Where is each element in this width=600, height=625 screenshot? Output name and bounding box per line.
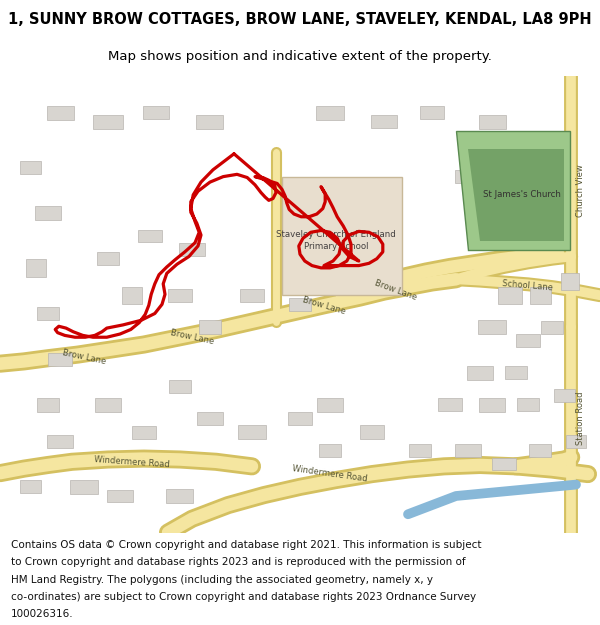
Bar xyxy=(95,398,121,412)
Bar xyxy=(498,287,522,304)
Bar xyxy=(541,321,563,334)
Text: Station Road: Station Road xyxy=(576,392,586,445)
Text: Map shows position and indicative extent of the property.: Map shows position and indicative extent… xyxy=(108,50,492,63)
Text: Brow Lane: Brow Lane xyxy=(301,295,347,316)
Bar xyxy=(438,398,462,411)
Text: 100026316.: 100026316. xyxy=(11,609,73,619)
Bar xyxy=(37,398,59,412)
Bar xyxy=(166,489,193,503)
Bar xyxy=(240,289,264,302)
Bar xyxy=(138,229,162,242)
Bar xyxy=(420,106,444,119)
Text: co-ordinates) are subject to Crown copyright and database rights 2023 Ordnance S: co-ordinates) are subject to Crown copyr… xyxy=(11,592,476,602)
Bar xyxy=(516,207,540,219)
Bar xyxy=(317,398,343,412)
Bar xyxy=(505,366,527,379)
Bar xyxy=(47,435,73,447)
Bar xyxy=(37,307,59,320)
Text: Brow Lane: Brow Lane xyxy=(374,278,418,302)
Bar xyxy=(561,273,579,290)
Bar xyxy=(467,366,493,379)
Bar xyxy=(479,398,505,412)
Bar xyxy=(316,106,344,119)
Bar xyxy=(492,458,516,471)
Bar xyxy=(19,481,41,493)
Bar xyxy=(199,321,221,334)
Bar xyxy=(554,389,575,402)
Text: Contains OS data © Crown copyright and database right 2021. This information is : Contains OS data © Crown copyright and d… xyxy=(11,540,481,550)
Bar xyxy=(479,115,505,129)
Text: Staveley Church of England
Primary School: Staveley Church of England Primary Schoo… xyxy=(276,230,396,251)
Bar xyxy=(409,444,431,457)
Text: Brow Lane: Brow Lane xyxy=(61,348,107,366)
Text: School Lane: School Lane xyxy=(502,279,554,293)
Bar xyxy=(455,444,481,458)
Bar xyxy=(197,412,223,425)
Bar xyxy=(93,114,123,129)
Bar xyxy=(282,177,402,295)
Bar xyxy=(132,426,156,439)
Bar xyxy=(179,242,205,256)
Bar xyxy=(516,334,540,348)
Bar xyxy=(238,425,266,439)
Text: HM Land Registry. The polygons (including the associated geometry, namely x, y: HM Land Registry. The polygons (includin… xyxy=(11,574,433,584)
Bar xyxy=(97,253,119,265)
Polygon shape xyxy=(468,149,564,241)
Bar xyxy=(48,352,72,366)
Bar xyxy=(168,289,192,302)
Text: to Crown copyright and database rights 2023 and is reproduced with the permissio: to Crown copyright and database rights 2… xyxy=(11,558,466,568)
Text: Windermere Road: Windermere Road xyxy=(94,454,170,469)
Text: Windermere Road: Windermere Road xyxy=(292,464,368,484)
Bar xyxy=(26,259,46,276)
Bar xyxy=(371,116,397,128)
Bar xyxy=(478,321,506,334)
Polygon shape xyxy=(456,131,570,249)
Text: Brow Lane: Brow Lane xyxy=(169,328,215,346)
Bar xyxy=(70,480,98,494)
Bar xyxy=(196,115,223,129)
Bar xyxy=(107,489,133,502)
Text: St James's Church: St James's Church xyxy=(483,191,561,199)
Bar xyxy=(530,287,551,304)
Bar xyxy=(455,170,481,184)
Text: Church View: Church View xyxy=(576,164,586,217)
Bar xyxy=(47,106,74,119)
Bar xyxy=(143,106,169,119)
Text: 1, SUNNY BROW COTTAGES, BROW LANE, STAVELEY, KENDAL, LA8 9PH: 1, SUNNY BROW COTTAGES, BROW LANE, STAVE… xyxy=(8,12,592,28)
Bar xyxy=(169,380,191,393)
Bar xyxy=(288,412,312,425)
Bar xyxy=(319,444,341,457)
Bar xyxy=(478,215,506,229)
Bar xyxy=(289,298,311,311)
Bar xyxy=(35,206,61,220)
Bar xyxy=(360,425,384,439)
Bar xyxy=(517,398,539,411)
Bar xyxy=(19,161,41,174)
Bar xyxy=(566,435,586,447)
Bar xyxy=(122,287,142,304)
Bar xyxy=(529,444,551,457)
